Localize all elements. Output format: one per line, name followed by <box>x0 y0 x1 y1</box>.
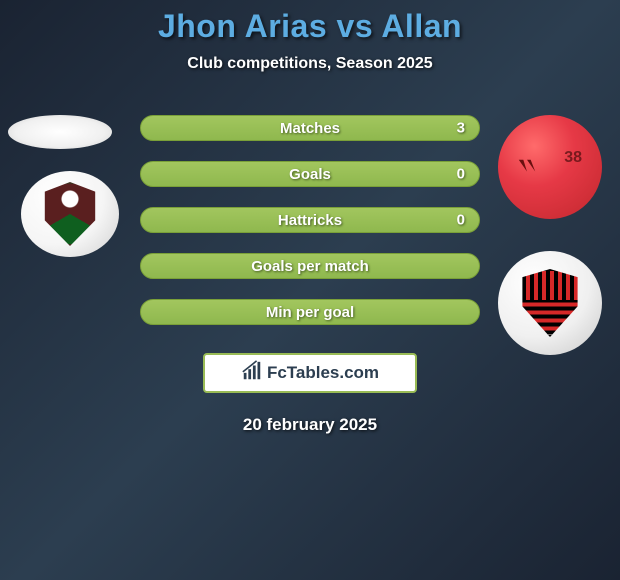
stat-value-right: 0 <box>457 166 465 183</box>
club-right-badge <box>498 251 602 355</box>
club-left-badge <box>21 171 119 257</box>
stat-value-right: 3 <box>457 120 465 137</box>
stat-label: Goals per match <box>251 258 369 275</box>
brand-box[interactable]: FcTables.com <box>203 353 417 393</box>
comparison-card: Jhon Arias vs Allan Club competitions, S… <box>0 0 620 580</box>
stat-rows: Matches 3 Goals 0 Hattricks 0 Goals per … <box>140 115 480 325</box>
stat-label: Goals <box>289 166 331 183</box>
chart-icon <box>241 360 263 387</box>
fluminense-shield-icon <box>42 182 98 246</box>
stat-value-right: 0 <box>457 212 465 229</box>
stat-label: Min per goal <box>266 304 354 321</box>
stat-label: Hattricks <box>278 212 342 229</box>
brand-name: FcTables.com <box>267 363 379 383</box>
stat-row-goals: Goals 0 <box>140 161 480 187</box>
flamengo-shield-icon <box>520 269 580 337</box>
player-left-avatar-placeholder <box>8 115 112 149</box>
stat-label: Matches <box>280 120 340 137</box>
jersey-brand-icon <box>516 157 538 179</box>
date-line: 20 february 2025 <box>0 415 620 435</box>
page-subtitle: Club competitions, Season 2025 <box>0 55 620 73</box>
player-right-avatar: 38 <box>498 115 602 219</box>
stats-area: 38 Matches 3 Goals 0 Hattricks 0 Goals p… <box>0 115 620 435</box>
page-title: Jhon Arias vs Allan <box>0 8 620 45</box>
player-right-jersey-number: 38 <box>564 149 582 167</box>
stat-row-min-per-goal: Min per goal <box>140 299 480 325</box>
stat-row-matches: Matches 3 <box>140 115 480 141</box>
stat-row-goals-per-match: Goals per match <box>140 253 480 279</box>
stat-row-hattricks: Hattricks 0 <box>140 207 480 233</box>
